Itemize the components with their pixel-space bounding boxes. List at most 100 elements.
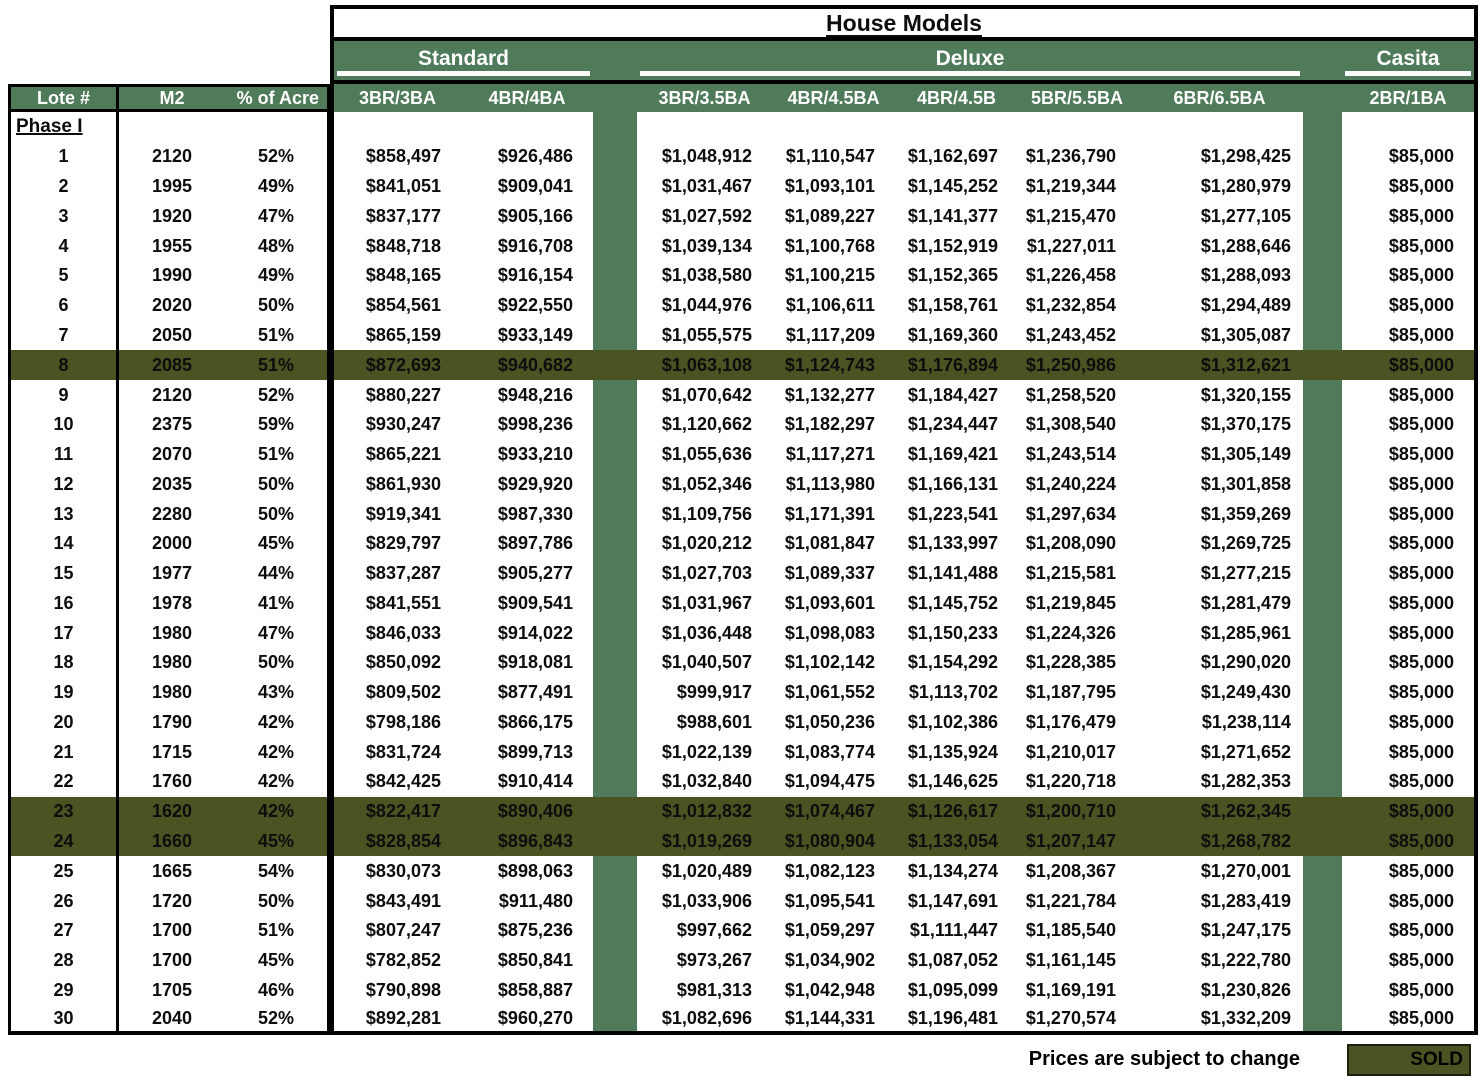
m2-cell: 2280 — [151, 503, 193, 524]
price-cell: $1,305,149 — [1200, 444, 1291, 465]
column-header: M2 — [119, 84, 225, 112]
acre-pct-cell: 41% — [225, 588, 330, 619]
lote-number-cell: 26 — [8, 886, 119, 916]
m2-cell: 1700 — [151, 920, 193, 941]
m2-cell: 2120 — [151, 146, 193, 167]
spacer-column — [1303, 528, 1342, 559]
m2-cell: 2050 — [151, 324, 193, 345]
price-cell: $897,786 — [497, 533, 573, 554]
spacer-column — [1303, 558, 1342, 589]
price-cell: $1,106,611 — [785, 295, 875, 316]
price-cell: $948,216 — [497, 384, 573, 405]
m2-cell: 1720 — [151, 890, 193, 911]
lote-number-cell: 29 — [8, 975, 119, 1006]
price-cell: $1,150,233 — [907, 622, 998, 643]
spacer-column — [593, 380, 637, 410]
price-cell: $1,232,854 — [1025, 295, 1116, 316]
acre-pct-cell: 47% — [225, 201, 330, 232]
lote-number-cell: 2 — [8, 171, 119, 202]
spacer-column — [1303, 886, 1342, 916]
price-cell: $861,930 — [330, 469, 461, 500]
price-cell: $1,144,331 — [772, 1005, 895, 1035]
phase-label: Phase I — [8, 112, 119, 142]
price-cell: $1,215,470 — [1025, 205, 1116, 226]
price-cell: $1,234,447 — [907, 414, 998, 435]
price-cell: $1,224,326 — [1025, 622, 1116, 643]
price-cell: $1,236,790 — [1025, 146, 1116, 167]
price-cell: $1,126,617 — [895, 796, 1018, 827]
m2-cell: 1660 — [119, 826, 225, 857]
lote-number-cell: 6 — [8, 290, 119, 321]
acre-pct-cell: 42% — [225, 707, 330, 738]
spacer-column — [1303, 677, 1342, 708]
casita-price-cell: $85,000 — [1342, 558, 1478, 589]
lote-number-cell: 23 — [8, 796, 119, 827]
price-cell: $1,044,976 — [661, 295, 752, 316]
spacer-column — [593, 707, 637, 738]
spacer-column — [1303, 380, 1342, 410]
m2-cell: 1700 — [151, 950, 193, 971]
spacer-column — [593, 558, 637, 589]
price-cell: $1,210,017 — [1025, 741, 1116, 762]
price-cell: $933,149 — [497, 324, 573, 345]
footer-note: Prices are subject to change — [1028, 1048, 1300, 1070]
acre-pct-cell: 51% — [225, 320, 330, 351]
lote-number-cell: 14 — [8, 528, 119, 559]
price-cell: $809,502 — [330, 677, 461, 708]
casita-price-cell: $85,000 — [1342, 826, 1478, 857]
lote-number-cell: 17 — [8, 618, 119, 649]
casita-price-cell: $85,000 — [1342, 528, 1478, 559]
spacer-column — [1303, 499, 1342, 529]
spacer-column — [1303, 409, 1342, 440]
price-cell: $1,055,636 — [661, 444, 752, 465]
lote-number-cell: 12 — [8, 469, 119, 500]
m2-cell: 1955 — [151, 235, 193, 256]
price-cell: $1,020,489 — [661, 860, 752, 881]
price-cell: $1,154,292 — [907, 652, 998, 673]
price-cell: $1,258,520 — [1025, 384, 1116, 405]
column-header: 6BR/6.5BA — [1136, 84, 1303, 112]
m2-cell: 1705 — [151, 979, 193, 1000]
m2-cell: 1790 — [151, 711, 193, 732]
m2-cell: 1990 — [151, 265, 193, 286]
lote-number-cell: 28 — [8, 945, 119, 976]
spacer-column — [593, 826, 637, 857]
price-cell: $790,898 — [330, 975, 461, 1006]
price-cell: $922,550 — [497, 295, 573, 316]
acre-pct-cell: 46% — [225, 975, 330, 1006]
price-cell: $1,249,430 — [1200, 682, 1291, 703]
casita-price-cell: $85,000 — [1342, 618, 1478, 649]
section-header-deluxe: Deluxe — [637, 41, 1303, 84]
blank-cell — [461, 112, 593, 142]
price-cell: $842,425 — [330, 767, 461, 797]
acre-pct-cell: 52% — [225, 380, 330, 410]
price-cell: $1,166,131 — [907, 473, 998, 494]
spacer-column — [1303, 618, 1342, 649]
price-cell: $877,491 — [497, 682, 573, 703]
price-cell: $940,682 — [461, 350, 593, 381]
price-cell: $1,012,832 — [637, 796, 772, 827]
price-cell: $1,134,274 — [907, 860, 998, 881]
casita-price-cell: $85,000 — [1342, 886, 1478, 916]
casita-price-cell: $85,000 — [1342, 677, 1478, 708]
lote-number-cell: 4 — [8, 231, 119, 262]
price-cell: $1,141,377 — [907, 205, 998, 226]
price-cell: $1,146,625 — [907, 771, 998, 792]
m2-cell: 2040 — [119, 1005, 225, 1035]
spacer-column — [593, 528, 637, 559]
spacer-column — [593, 231, 637, 262]
acre-pct-cell: 42% — [225, 796, 330, 827]
page-title: House Models — [826, 9, 982, 36]
price-cell: $899,713 — [497, 741, 573, 762]
price-cell: $1,207,147 — [1018, 826, 1136, 857]
price-cell: $1,240,224 — [1025, 473, 1116, 494]
price-cell: $910,414 — [497, 771, 573, 792]
spacer-column — [593, 499, 637, 529]
price-cell: $1,042,948 — [784, 979, 875, 1000]
price-cell: $1,036,448 — [661, 622, 752, 643]
casita-price-cell: $85,000 — [1342, 588, 1478, 619]
spacer-column — [1303, 112, 1342, 142]
acre-pct-cell: 51% — [225, 350, 330, 381]
spacer-column — [593, 945, 637, 976]
price-cell: $1,282,353 — [1200, 771, 1291, 792]
